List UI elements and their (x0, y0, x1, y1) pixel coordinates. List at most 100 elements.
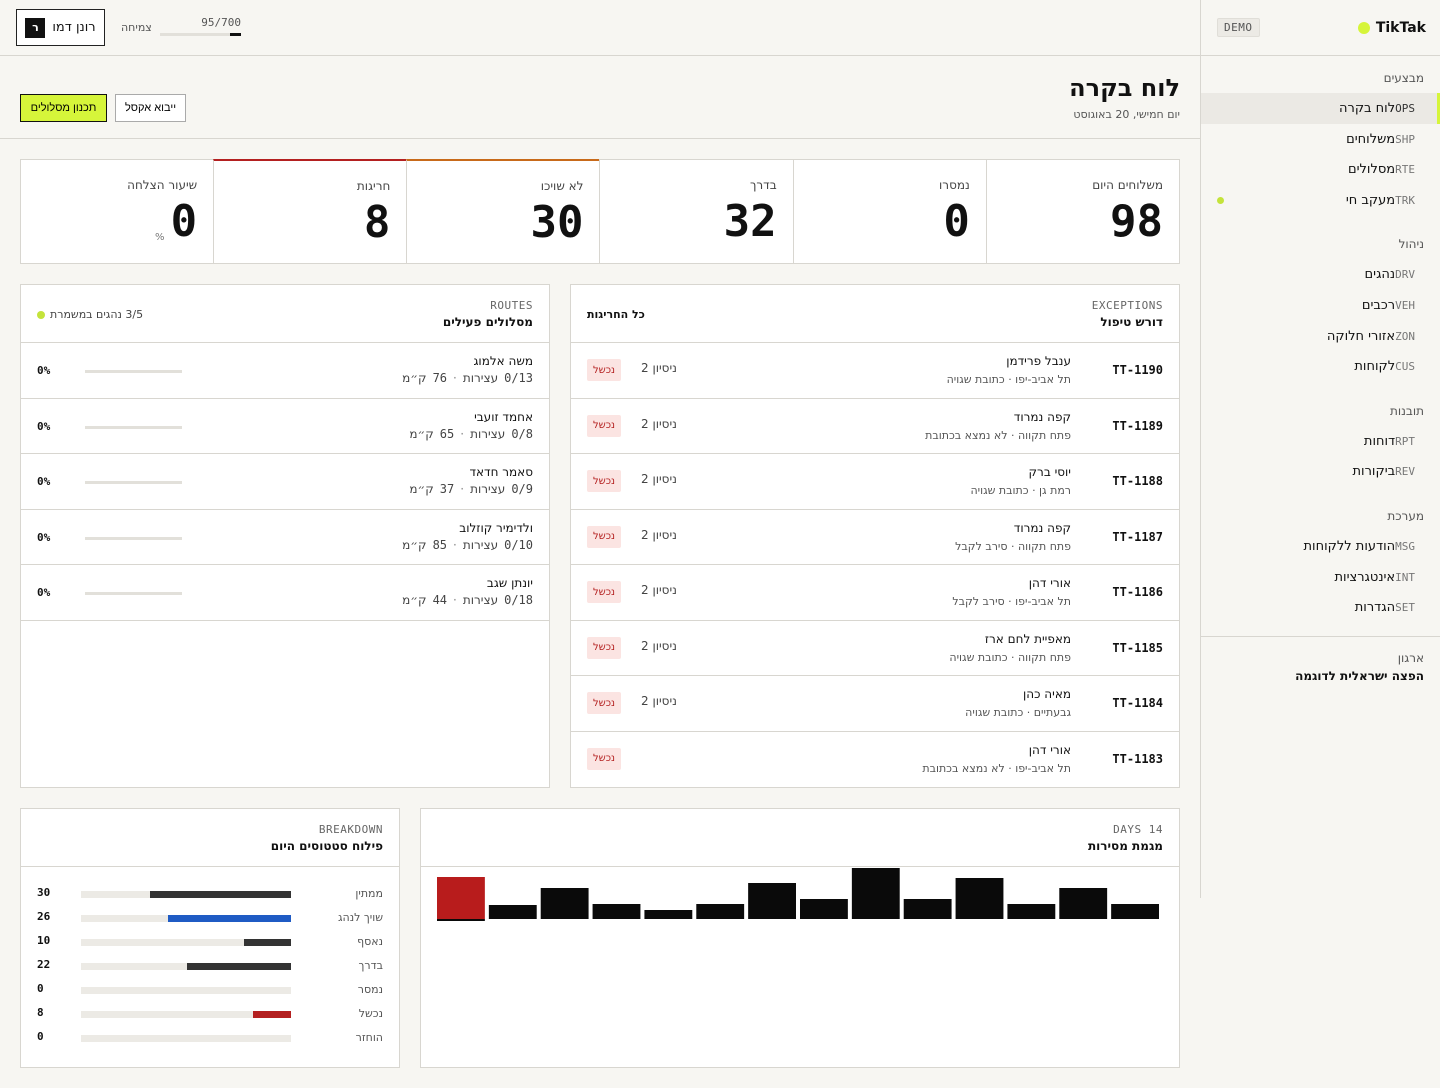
route-driver-name: משה אלמוג (473, 354, 533, 368)
user-name: רונן דמו (52, 20, 96, 35)
trend-bar[interactable] (592, 904, 641, 919)
trend-bar[interactable] (488, 905, 537, 919)
exception-status-badge: נכשל (587, 747, 621, 770)
breakdown-row: נאסף 10 (21, 931, 399, 955)
sidebar-item-label: הגדרות (1354, 600, 1396, 616)
trend-bar[interactable] (437, 877, 485, 919)
trend-bar[interactable] (851, 868, 900, 919)
exception-row[interactable]: TT-1185 מאפיית לחם ארז פתח תקווה · כתובת ש… (571, 621, 1179, 676)
route-km: 37 (439, 482, 455, 496)
trend-bar[interactable] (1111, 904, 1159, 919)
brand[interactable]: TikTak (1357, 20, 1426, 36)
sidebar-item-rte[interactable]: RTE מסלולים (1201, 154, 1440, 185)
sidebar-item-code: OPS (1395, 102, 1415, 115)
trend-bar[interactable] (696, 904, 745, 919)
drivers-on-shift-text: 3/5 נהגים במשמרת (50, 308, 144, 321)
breakdown-label: נכשל (358, 1007, 383, 1020)
route-row[interactable]: ולדימיר קוזלוב 0/10 עצירות · 85 ק״מ 0% (21, 510, 549, 565)
exception-detail: פתח תקווה · לא נמצא בכתובת (925, 428, 1071, 442)
breakdown-bar-fill (253, 1011, 291, 1018)
sidebar-item-rev[interactable]: REV ביקורות (1201, 456, 1440, 487)
sidebar-item-rpt[interactable]: RPT דוחות (1201, 426, 1440, 457)
exception-status-badge: נכשל (587, 525, 621, 548)
route-progress-percent: 0% (37, 419, 51, 433)
route-row[interactable]: יונתן שגב 0/18 עצירות · 44 ק״מ 0% (21, 565, 549, 621)
exceptions-list: TT-1190 ענבל פרידמן תל אביב-יפו · כתובת שג… (571, 343, 1179, 787)
plan-routes-button[interactable]: תכנון מסלולים (20, 94, 107, 122)
exception-row[interactable]: TT-1190 ענבל פרידמן תל אביב-יפו · כתובת שג… (571, 343, 1179, 399)
stat-card: בדרך 32 (599, 160, 792, 263)
trend-bar[interactable] (1007, 904, 1056, 919)
exception-name: ענבל פרידמן (1006, 354, 1071, 368)
breakdown-row: נכשל 8 (21, 1003, 399, 1027)
route-stops-count: 0/9 (511, 482, 533, 496)
breakdown-bar (81, 939, 291, 946)
sidebar-item-shp[interactable]: SHP משלוחים (1201, 124, 1440, 155)
sidebar-item-drv[interactable]: DRV נהגים (1201, 259, 1440, 290)
breakdown-value: 0 (37, 982, 44, 995)
demo-badge: DEMO (1217, 18, 1260, 37)
trend-bar[interactable] (1059, 888, 1108, 919)
exception-row[interactable]: TT-1186 אורי דהן תל אביב-יפו · סירב לקבל ני… (571, 565, 1179, 621)
exception-row[interactable]: TT-1187 קפה נמרוד פתח תקווה · סירב לקבל ניס… (571, 510, 1179, 565)
sidebar-item-cus[interactable]: CUS לקוחות (1201, 351, 1440, 382)
stats-strip: משלוחים היום 98 נמסרו 0 בדרך 32 לא שויכו 30 חריג… (20, 159, 1180, 264)
sidebar-item-zon[interactable]: ZON אזורי חלוקה (1201, 321, 1440, 352)
import-excel-button[interactable]: ייבוא אקסל (115, 94, 186, 122)
route-meta-separator: · (453, 537, 457, 552)
growth-label: צמיחה (121, 21, 152, 34)
breakdown-bar (81, 891, 291, 898)
sidebar-item-label: רכבים (1361, 298, 1396, 313)
route-km: 44 (432, 593, 448, 607)
exception-row[interactable]: TT-1183 אורי דהן תל אביב-יפו · לא נמצא בכת… (571, 732, 1179, 788)
breakdown-label: שויך לנהג (337, 911, 383, 924)
exception-name: קפה נמרוד (1013, 520, 1071, 535)
exception-row[interactable]: TT-1188 יוסי ברק רמת גן · כתובת שגויה ניסיו… (571, 454, 1179, 510)
user-menu-button[interactable]: ר רונן דמו (16, 9, 105, 46)
trend-bar[interactable] (955, 878, 1004, 919)
sidebar-item-ops[interactable]: OPS לוח בקרה (1201, 93, 1440, 124)
sidebar-item-trk[interactable]: TRK מעקב חי (1201, 185, 1440, 216)
exception-status-badge: נכשל (587, 692, 621, 714)
route-stops-count: 0/10 (504, 537, 533, 552)
stat-card: נמסרו 0 (792, 160, 986, 263)
trend-bar[interactable] (540, 888, 589, 919)
exception-attempt: ניסיון 2 (641, 583, 677, 597)
exception-row[interactable]: TT-1189 קפה נמרוד פתח תקווה · לא נמצא בכתו… (571, 399, 1179, 454)
all-exceptions-link[interactable]: כל החריגות (587, 308, 645, 321)
trend-bar[interactable] (903, 899, 952, 919)
page-title: לוח בקרה (1069, 74, 1180, 102)
breakdown-row: ממתין 30 (21, 883, 399, 907)
breakdown-value: 10 (37, 934, 51, 947)
exceptions-panel-header: EXCEPTIONS דורש טיפול כל החריגות (571, 285, 1179, 343)
exception-status-badge: נכשל (587, 581, 621, 603)
stat-value: 32 (723, 196, 777, 247)
route-meta-separator: · (460, 482, 465, 496)
sidebar-section-title: מבצעים (1383, 71, 1424, 85)
exception-row[interactable]: TT-1184 מאיה כהן גבעתיים · כתובת שגויה ניסי… (571, 676, 1179, 732)
trend-panel: 14 DAYS מגמת מסירות (420, 808, 1180, 1068)
exception-name: מאיה כהן (1023, 687, 1071, 701)
route-row[interactable]: אחמד זועבי 0/8 עצירות · 65 ק״מ 0% (21, 399, 549, 454)
exception-name: אורי דהן (1028, 576, 1071, 590)
breakdown-value: 8 (37, 1006, 44, 1019)
stat-label: לא שויכו (540, 179, 584, 193)
exception-attempt: ניסיון 2 (641, 416, 677, 431)
trend-bar[interactable] (644, 910, 693, 919)
route-row[interactable]: משה אלמוג 0/13 עצירות · 76 ק״מ 0% (21, 343, 549, 399)
trend-bar[interactable] (800, 899, 848, 919)
sidebar-item-label: לוח בקרה (1338, 101, 1396, 116)
route-meta-separator: · (453, 371, 457, 385)
growth-count: 95/700 (201, 16, 241, 29)
sidebar-item-int[interactable]: INT אינטגרציות (1201, 562, 1440, 593)
sidebar-item-veh[interactable]: VEH רכבים (1201, 290, 1440, 321)
breakdown-bar (81, 963, 291, 970)
on-shift-dot-icon (37, 310, 45, 319)
sidebar-item-set[interactable]: SET הגדרות (1201, 592, 1440, 623)
trend-bar[interactable] (748, 883, 796, 919)
route-row[interactable]: סאמר חדאד 0/9 עצירות · 37 ק״מ 0% (21, 454, 549, 510)
sidebar-item-code: CUS (1395, 360, 1415, 374)
exceptions-title: דורש טיפול (1100, 315, 1163, 329)
route-stops-count: 0/13 (504, 371, 533, 385)
sidebar-item-msg[interactable]: MSG הודעות ללקוחות (1201, 531, 1440, 562)
